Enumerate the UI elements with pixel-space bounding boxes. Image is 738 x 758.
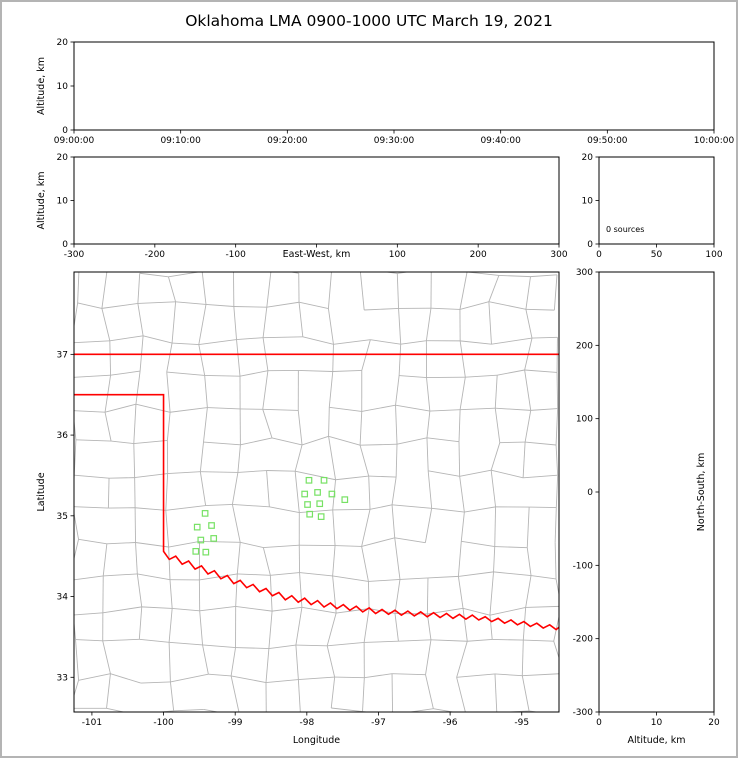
axes-frame (73, 41, 715, 131)
station-marker (301, 490, 309, 498)
tick-label: 20 (57, 153, 69, 163)
tick-label: -95 (514, 718, 529, 728)
tick-label: 09:00:00 (54, 136, 95, 146)
ylabel-time-panel: Altitude, km (36, 57, 47, 115)
station-marker (305, 476, 313, 484)
station-marker (306, 510, 314, 518)
tick-label: 300 (550, 250, 567, 260)
tick-label: 20 (57, 38, 69, 48)
station-marker (341, 496, 349, 504)
axes-frame (73, 271, 560, 713)
tick-label: 100 (389, 250, 406, 260)
sources-count-annotation: 0 sources (606, 225, 644, 234)
tick-label: 0 (596, 718, 602, 728)
tick-label: 200 (470, 250, 487, 260)
tick-label: -300 (573, 708, 594, 718)
station-marker (320, 476, 328, 484)
tick-label: 50 (651, 250, 663, 260)
station-marker (193, 523, 201, 531)
tick-label: 10:00:00 (694, 136, 735, 146)
tick-label: 09:40:00 (480, 136, 521, 146)
tick-label: 09:10:00 (160, 136, 201, 146)
axes-frame (598, 156, 715, 245)
xlabel-map-longitude: Longitude (293, 735, 340, 746)
station-marker (202, 548, 210, 556)
station-marker (317, 513, 325, 520)
station-marker (210, 535, 218, 542)
tick-label: 100 (705, 250, 722, 260)
tick-label: -100 (573, 561, 594, 571)
tick-label: 09:20:00 (267, 136, 308, 146)
ylabel-ns-panel: North-South, km (696, 453, 707, 531)
tick-label: 10 (57, 197, 69, 207)
tick-label: -98 (299, 718, 314, 728)
tick-label: 0 (596, 250, 602, 260)
tick-label: 33 (57, 673, 68, 683)
panel-time-height: 09:00:00 09:10:00 09:20:00 09:30:00 09:40:00… (54, 38, 735, 146)
station-marker (192, 547, 200, 555)
tick-label: 37 (57, 350, 68, 360)
station-marker (316, 500, 324, 508)
tick-label: 0 (587, 240, 593, 250)
tick-label: -300 (64, 250, 85, 260)
station-marker (314, 489, 321, 496)
ylabel-map-latitude: Latitude (36, 472, 47, 511)
tick-label: 200 (576, 341, 593, 351)
tick-label: -100 (225, 250, 246, 260)
station-marker (208, 522, 215, 529)
ylabel-ew-panel: Altitude, km (36, 172, 47, 230)
station-marker (328, 490, 336, 498)
tick-label: -97 (371, 718, 386, 728)
plot-title: Oklahoma LMA 0900-1000 UTC March 19, 202… (185, 12, 553, 30)
station-marker (197, 536, 205, 544)
tick-label: 20 (708, 718, 720, 728)
tick-label: -99 (228, 718, 243, 728)
panel-altitude-histogram: 0 50 100 0 10 20 (582, 153, 723, 260)
tick-label: 20 (582, 153, 594, 163)
tick-label: 09:50:00 (587, 136, 628, 146)
tick-label: -200 (145, 250, 166, 260)
tick-label: -96 (443, 718, 458, 728)
tick-label: 34 (57, 593, 69, 603)
station-marker (304, 501, 311, 508)
state-border (74, 393, 559, 631)
tick-label: 0 (62, 240, 68, 250)
tick-label: -200 (573, 635, 594, 645)
panel-plan-view-map: -101 -100 -99 -98 -97 -96 -95 33 34 35 36 37 (57, 271, 560, 728)
tick-label: 09:30:00 (374, 136, 415, 146)
tick-label: 35 (57, 512, 68, 522)
map-content (74, 272, 559, 712)
lma-stations (192, 476, 349, 556)
panel-north-south-height: 0 10 20 300 200 100 0 -100 -200 -300 (573, 268, 720, 728)
panel-east-west-height: -300 -200 -100 100 200 300 0 10 20 (57, 153, 568, 260)
tick-label: 100 (576, 415, 593, 425)
tick-label: -101 (82, 718, 102, 728)
tick-label: 10 (57, 82, 69, 92)
tick-label: 0 (587, 488, 593, 498)
tick-label: 10 (582, 197, 594, 207)
xlabel-ns-altitude: Altitude, km (628, 735, 686, 746)
axes-frame (598, 271, 715, 713)
station-marker (201, 510, 209, 517)
tick-label: -100 (153, 718, 174, 728)
xlabel-ew-panel: East-West, km (283, 249, 351, 260)
tick-label: 36 (57, 431, 69, 441)
tick-label: 300 (576, 268, 593, 278)
axes-frame (73, 156, 560, 245)
county-boundaries (74, 272, 559, 712)
tick-label: 0 (62, 126, 68, 136)
tick-label: 10 (651, 718, 663, 728)
